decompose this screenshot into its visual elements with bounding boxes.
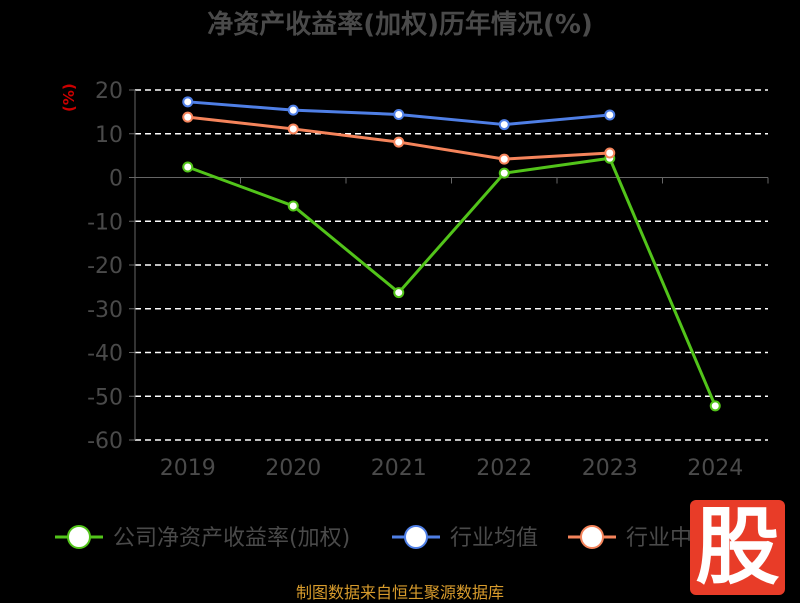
legend-label-avg: 行业均值 — [450, 526, 538, 551]
chart-title: 净资产收益率(加权)历年情况(%) — [207, 10, 593, 40]
data-point-avg — [182, 96, 194, 108]
legend-label-company: 公司净资产收益率(加权) — [113, 526, 350, 551]
legend-marker-median — [580, 525, 604, 549]
data-point-median — [287, 123, 299, 135]
y-tick-label: -20 — [87, 254, 123, 279]
y-tick-label: -50 — [87, 385, 123, 410]
x-tick-label: 2021 — [371, 456, 427, 481]
x-tick-label: 2023 — [582, 456, 638, 481]
data-point-median — [498, 153, 510, 165]
series-line-company — [187, 156, 717, 407]
y-axis-label: (%) — [60, 83, 78, 112]
data-point-company — [498, 167, 510, 179]
y-tick-label: -10 — [87, 210, 123, 235]
legend-marker-company — [67, 525, 91, 549]
data-point-median — [393, 136, 405, 148]
y-tick-label: 20 — [95, 79, 123, 104]
data-point-company — [393, 287, 405, 299]
data-point-avg — [393, 109, 405, 120]
legend-marker-avg — [404, 525, 428, 549]
data-point-avg — [604, 109, 616, 121]
y-tick-label: 0 — [109, 167, 123, 192]
data-point-median — [182, 111, 194, 123]
x-tick-label: 2024 — [687, 456, 743, 481]
data-point-company — [287, 200, 299, 212]
data-point-company — [709, 400, 721, 412]
y-tick-label: 10 — [95, 123, 123, 148]
y-tick-label: -40 — [87, 342, 123, 367]
data-point-avg — [287, 104, 299, 116]
data-point-median — [604, 147, 616, 159]
data-point-company — [182, 161, 194, 173]
watermark-badge — [690, 500, 785, 595]
y-tick-label: -60 — [87, 429, 123, 454]
source-note: 制图数据来自恒生聚源数据库 — [295, 583, 504, 602]
x-tick-label: 2022 — [476, 456, 532, 481]
data-point-avg — [498, 119, 510, 131]
x-tick-label: 2019 — [160, 456, 216, 481]
y-tick-label: -30 — [87, 298, 123, 323]
watermark-logo: 股 — [695, 498, 780, 596]
x-tick-label: 2020 — [265, 456, 321, 481]
